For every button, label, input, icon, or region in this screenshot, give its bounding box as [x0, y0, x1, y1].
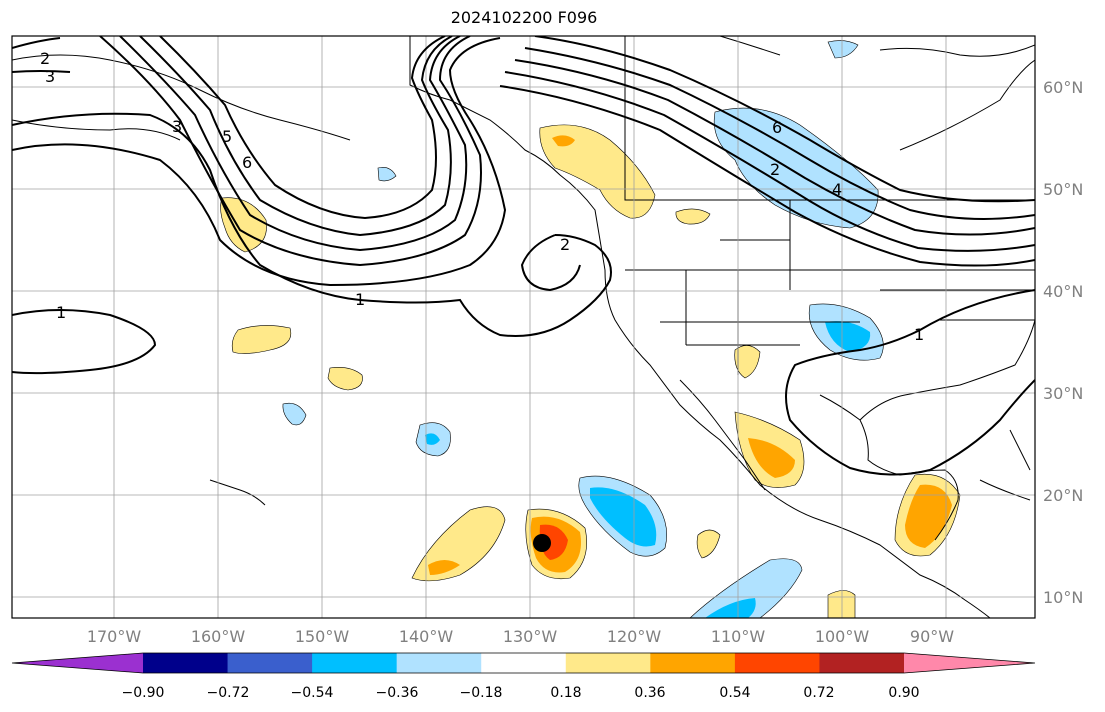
contour-labels: 2 3 3 5 6 1 1 2 6 2 4 1 — [40, 49, 924, 344]
colorbar-segment — [734, 653, 820, 673]
colorbar-tick-label: 0.36 — [634, 685, 665, 701]
contour-label: 4 — [832, 180, 842, 199]
colorbar-segment — [227, 653, 313, 673]
colorbar-tick-label: −0.18 — [460, 685, 503, 701]
colorbar-tick-label: 0.18 — [550, 685, 581, 701]
colorbar-extend-min — [12, 653, 143, 673]
longitude-label: 130°W — [503, 627, 558, 646]
longitude-label: 120°W — [607, 627, 662, 646]
storm-center-marker — [533, 534, 551, 552]
contour-label: 2 — [770, 160, 780, 179]
map-panel: 2 3 3 5 6 1 1 2 6 2 4 1 — [11, 35, 1036, 619]
map-title: 2024102200 F096 — [450, 8, 598, 27]
colorbar-segments — [11, 652, 1036, 674]
colorbar-ticks: −0.90 −0.72 −0.54 −0.36 −0.18 0.18 0.36 … — [122, 685, 920, 701]
latitude-label: 20°N — [1043, 486, 1083, 505]
latitude-label: 30°N — [1043, 384, 1083, 403]
colorbar: −0.90 −0.72 −0.54 −0.36 −0.18 0.18 0.36 … — [11, 652, 1036, 701]
longitude-label: 90°W — [910, 627, 954, 646]
colorbar-segment — [650, 653, 736, 673]
colorbar-tick-label: −0.90 — [122, 685, 165, 701]
contour-label: 1 — [355, 290, 365, 309]
colorbar-extend-max — [904, 653, 1035, 673]
colorbar-tick-label: 0.54 — [719, 685, 750, 701]
longitude-label: 170°W — [87, 627, 142, 646]
colorbar-tick-label: −0.36 — [376, 685, 419, 701]
latitude-label: 10°N — [1043, 588, 1083, 607]
longitude-label: 160°W — [191, 627, 246, 646]
colorbar-segment — [819, 653, 905, 673]
longitude-axis: 170°W 160°W 150°W 140°W 130°W 120°W 110°… — [87, 627, 954, 646]
latitude-label: 50°N — [1043, 180, 1083, 199]
contour-label: 2 — [40, 49, 50, 68]
longitude-label: 140°W — [399, 627, 454, 646]
coastline-layer — [12, 36, 1035, 618]
map-background — [12, 36, 1035, 618]
colorbar-segment — [312, 653, 398, 673]
contour-label: 3 — [172, 117, 182, 136]
colorbar-tick-label: −0.54 — [291, 685, 334, 701]
longitude-label: 100°W — [815, 627, 870, 646]
colorbar-tick-label: −0.72 — [207, 685, 250, 701]
map-frame — [11, 35, 1036, 619]
anomaly-fill-layer — [220, 40, 961, 618]
contour-label: 5 — [222, 127, 232, 146]
contour-label: 1 — [914, 325, 924, 344]
contour-label: 6 — [772, 118, 782, 137]
colorbar-outline — [11, 652, 1036, 674]
latitude-label: 60°N — [1043, 78, 1083, 97]
colorbar-tick-label: 0.90 — [888, 685, 919, 701]
contour-label: 6 — [242, 153, 252, 172]
colorbar-segment — [396, 653, 482, 673]
latitude-label: 40°N — [1043, 282, 1083, 301]
contour-label: 2 — [560, 235, 570, 254]
contour-label: 1 — [56, 303, 66, 322]
colorbar-segment — [143, 653, 229, 673]
longitude-label: 110°W — [711, 627, 766, 646]
colorbar-segment — [481, 653, 567, 673]
colorbar-tick-label: 0.72 — [803, 685, 834, 701]
colorbar-segment — [565, 653, 651, 673]
longitude-label: 150°W — [295, 627, 350, 646]
latitude-axis: 60°N 50°N 40°N 30°N 20°N 10°N — [1043, 78, 1083, 607]
contour-label: 3 — [45, 67, 55, 86]
contour-layer — [12, 36, 1035, 476]
